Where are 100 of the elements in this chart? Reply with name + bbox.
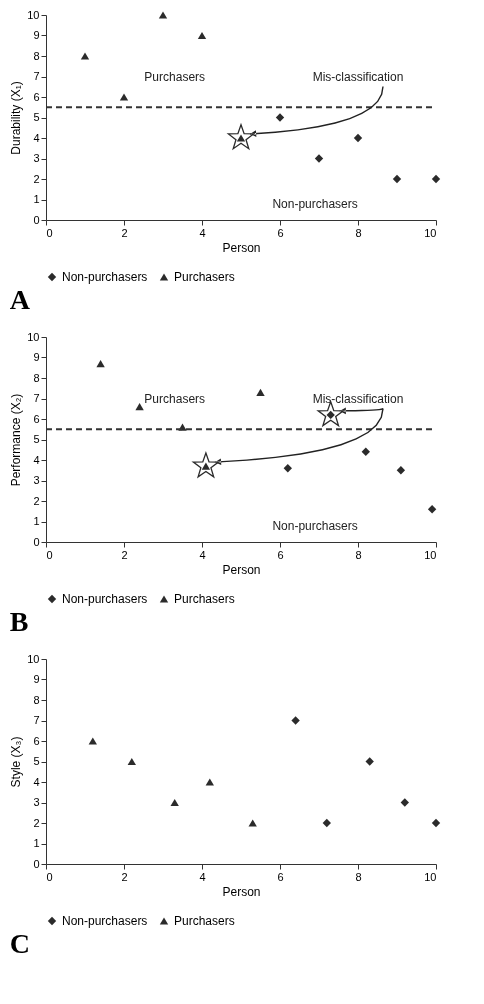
y-tick-label: 3 xyxy=(33,152,40,164)
x-tick-label: 6 xyxy=(277,870,284,883)
y-tick-label: 9 xyxy=(33,351,40,363)
y-tick-label: 0 xyxy=(33,857,40,870)
annotation: Non-purchasers xyxy=(272,196,358,211)
x-axis-title: Person xyxy=(222,884,261,899)
legend-label: Purchasers xyxy=(174,914,235,928)
point xyxy=(248,819,257,827)
x-tick-label: 10 xyxy=(424,548,437,561)
x-axis-title: Person xyxy=(222,240,261,255)
point xyxy=(353,133,363,143)
y-tick-label: 6 xyxy=(33,412,40,425)
y-tick-label: 5 xyxy=(33,433,40,445)
annotation: Mis-classification xyxy=(312,69,404,84)
legend-label: Non-purchasers xyxy=(62,914,148,928)
point xyxy=(431,818,441,828)
point xyxy=(192,452,220,478)
legend-label: Purchasers xyxy=(174,270,235,284)
point xyxy=(427,505,437,514)
x-tick-label: 4 xyxy=(199,226,206,239)
text: B xyxy=(9,606,29,637)
x-tick-label: 6 xyxy=(277,548,284,561)
annotation: Purchasers xyxy=(144,69,206,84)
x-tick-label: 0 xyxy=(46,870,53,883)
point xyxy=(178,423,187,431)
x-tick-label: 2 xyxy=(121,226,128,239)
point xyxy=(400,798,409,807)
y-tick-label: 9 xyxy=(33,29,40,41)
y-axis-title: Style (X₃) xyxy=(9,736,24,788)
x-tick-label: 8 xyxy=(355,226,362,239)
point xyxy=(275,113,285,122)
y-tick-label: 2 xyxy=(33,494,40,507)
annotation: Non-purchasers xyxy=(272,518,358,533)
x-tick-label: 0 xyxy=(46,226,53,239)
y-tick-label: 1 xyxy=(33,515,40,527)
point xyxy=(135,403,144,411)
y-tick-label: 2 xyxy=(33,172,40,185)
y-tick-label: 8 xyxy=(33,49,40,62)
x-axis-title: Person xyxy=(222,562,261,577)
point xyxy=(227,124,255,150)
x-tick-label: 0 xyxy=(46,548,53,561)
x-tick-label: 2 xyxy=(121,548,128,561)
y-tick-label: 1 xyxy=(33,193,40,205)
point xyxy=(392,174,402,184)
y-tick-label: 2 xyxy=(33,816,40,829)
x-tick-label: 4 xyxy=(199,548,206,561)
point xyxy=(170,798,179,807)
y-tick-label: 4 xyxy=(33,131,40,144)
y-tick-label: 7 xyxy=(33,392,40,404)
y-tick-label: 8 xyxy=(33,371,40,384)
x-tick-label: 6 xyxy=(277,226,284,239)
y-tick-label: 5 xyxy=(33,755,40,767)
point xyxy=(396,466,406,475)
point xyxy=(283,464,292,473)
point xyxy=(361,447,370,456)
x-tick-label: 8 xyxy=(355,548,362,561)
y-tick-label: 4 xyxy=(33,775,40,788)
point xyxy=(80,52,90,60)
y-tick-label: 3 xyxy=(33,796,40,808)
annotation: Purchasers xyxy=(144,391,206,406)
y-axis-title: Performance (X₂) xyxy=(9,393,24,487)
y-tick-label: 6 xyxy=(33,734,40,747)
annotation: Mis-classification xyxy=(312,391,404,406)
y-tick-label: 4 xyxy=(33,453,40,466)
point xyxy=(322,818,331,828)
point xyxy=(88,737,97,745)
legend-label: Non-purchasers xyxy=(62,592,148,606)
point xyxy=(317,401,344,427)
x-tick-label: 8 xyxy=(355,870,362,883)
y-tick-label: 10 xyxy=(27,652,40,665)
x-tick-label: 4 xyxy=(199,870,206,883)
y-tick-label: 1 xyxy=(33,837,40,849)
point xyxy=(314,154,324,163)
point xyxy=(197,31,207,40)
point xyxy=(291,716,300,725)
y-tick-label: 6 xyxy=(33,90,40,103)
text: A xyxy=(9,284,31,315)
point xyxy=(96,360,105,368)
y-tick-label: 9 xyxy=(33,673,40,685)
y-tick-label: 7 xyxy=(33,714,40,726)
y-tick-label: 3 xyxy=(33,474,40,486)
point xyxy=(127,757,136,766)
y-axis-title: Durability (X₁) xyxy=(9,81,24,155)
x-tick-label: 10 xyxy=(424,870,437,883)
point xyxy=(365,757,374,766)
legend-label: Purchasers xyxy=(174,592,235,606)
text: C xyxy=(9,928,30,959)
point xyxy=(158,11,168,19)
point xyxy=(119,93,129,101)
y-tick-label: 7 xyxy=(33,70,40,82)
point xyxy=(205,778,214,786)
y-tick-label: 8 xyxy=(33,693,40,706)
y-tick-label: 10 xyxy=(27,8,40,21)
x-tick-label: 10 xyxy=(424,226,437,239)
point xyxy=(431,174,441,184)
legend-label: Non-purchasers xyxy=(62,270,148,284)
y-tick-label: 5 xyxy=(33,111,40,123)
y-tick-label: 0 xyxy=(33,535,40,548)
y-tick-label: 0 xyxy=(33,213,40,226)
y-tick-label: 10 xyxy=(27,330,40,343)
